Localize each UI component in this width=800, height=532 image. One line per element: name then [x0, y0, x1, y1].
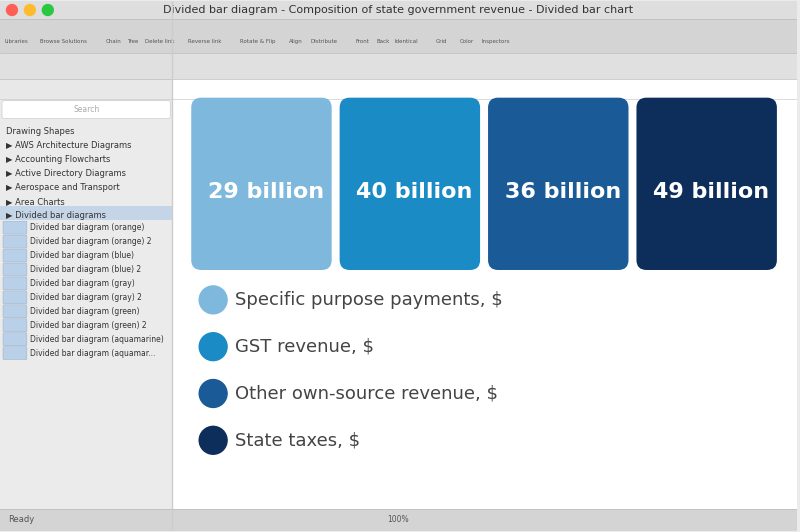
Circle shape [199, 426, 227, 454]
Bar [0, 509, 797, 531]
Text: 100%: 100% [387, 516, 410, 525]
Text: Inspectors: Inspectors [481, 39, 510, 44]
Text: 29 billion: 29 billion [208, 182, 324, 203]
Text: Search: Search [73, 105, 99, 114]
Text: ▶ Accounting Flowcharts: ▶ Accounting Flowcharts [6, 155, 110, 164]
Text: ▶ AWS Architecture Diagrams: ▶ AWS Architecture Diagrams [6, 141, 131, 150]
Bar [172, 79, 797, 509]
Text: Align: Align [289, 39, 302, 44]
Circle shape [25, 5, 35, 15]
Text: Other own-source revenue, $: Other own-source revenue, $ [235, 385, 498, 403]
Text: 49 billion: 49 billion [654, 182, 770, 203]
Circle shape [6, 5, 18, 15]
FancyBboxPatch shape [3, 319, 27, 332]
Text: Identical: Identical [394, 39, 418, 44]
FancyBboxPatch shape [3, 221, 27, 234]
Text: Ready: Ready [8, 516, 34, 525]
FancyBboxPatch shape [3, 291, 27, 304]
FancyBboxPatch shape [191, 98, 332, 270]
Text: 40 billion: 40 billion [357, 182, 473, 203]
Bar [0, 79, 172, 509]
Text: Grid: Grid [436, 39, 447, 44]
Text: Divided bar diagram (blue): Divided bar diagram (blue) [30, 251, 134, 260]
Text: Drawing Shapes: Drawing Shapes [6, 127, 74, 136]
Text: ▶ Area Charts: ▶ Area Charts [6, 197, 65, 206]
FancyBboxPatch shape [3, 305, 27, 318]
Text: Color: Color [460, 39, 474, 44]
Text: Delete link: Delete link [146, 39, 175, 44]
FancyBboxPatch shape [3, 235, 27, 248]
Text: 36 billion: 36 billion [505, 182, 621, 203]
Text: Back: Back [377, 39, 390, 44]
Circle shape [199, 286, 227, 314]
FancyBboxPatch shape [3, 277, 27, 290]
Circle shape [199, 379, 227, 408]
Text: Distribute: Distribute [310, 39, 338, 44]
Text: Tree: Tree [127, 39, 139, 44]
Text: Divided bar diagram (green) 2: Divided bar diagram (green) 2 [30, 321, 146, 330]
Text: Divided bar diagram (aquamar...: Divided bar diagram (aquamar... [30, 348, 155, 358]
Text: Divided bar diagram - Composition of state government revenue - Divided bar char: Divided bar diagram - Composition of sta… [163, 5, 634, 15]
Circle shape [42, 5, 54, 15]
Text: Divided bar diagram (orange): Divided bar diagram (orange) [30, 223, 144, 232]
FancyBboxPatch shape [3, 347, 27, 360]
FancyBboxPatch shape [637, 98, 777, 270]
Bar [0, 19, 797, 53]
Text: Chain: Chain [106, 39, 122, 44]
Text: Divided bar diagram (green): Divided bar diagram (green) [30, 307, 139, 316]
Text: Browse Solutions: Browse Solutions [40, 39, 87, 44]
Text: Divided bar diagram (aquamarine): Divided bar diagram (aquamarine) [30, 335, 164, 344]
FancyBboxPatch shape [488, 98, 629, 270]
Text: State taxes, $: State taxes, $ [235, 431, 360, 450]
Text: Front: Front [355, 39, 369, 44]
Circle shape [199, 332, 227, 361]
FancyBboxPatch shape [3, 249, 27, 262]
Text: Reverse link: Reverse link [188, 39, 222, 44]
Text: Rotate & Flip: Rotate & Flip [239, 39, 275, 44]
Text: ▶ Active Directory Diagrams: ▶ Active Directory Diagrams [6, 169, 126, 178]
Text: Divided bar diagram (gray): Divided bar diagram (gray) [30, 279, 134, 288]
FancyBboxPatch shape [3, 332, 27, 346]
Text: Divided bar diagram (gray) 2: Divided bar diagram (gray) 2 [30, 293, 142, 302]
Text: Divided bar diagram (blue) 2: Divided bar diagram (blue) 2 [30, 265, 141, 274]
Bar [0, 1, 797, 19]
Text: ▶ Divided bar diagrams: ▶ Divided bar diagrams [6, 211, 106, 220]
Text: Specific purpose payments, $: Specific purpose payments, $ [235, 291, 503, 309]
Text: ▶ Aerospace and Transport: ▶ Aerospace and Transport [6, 183, 120, 192]
FancyBboxPatch shape [340, 98, 480, 270]
FancyBboxPatch shape [2, 101, 170, 119]
FancyBboxPatch shape [3, 263, 27, 276]
Bar [0, 53, 797, 79]
Text: GST revenue, $: GST revenue, $ [235, 338, 374, 356]
Text: Divided bar diagram (orange) 2: Divided bar diagram (orange) 2 [30, 237, 151, 246]
Text: Libraries: Libraries [5, 39, 29, 44]
Bar [0, 206, 172, 220]
Bar [0, 79, 172, 98]
